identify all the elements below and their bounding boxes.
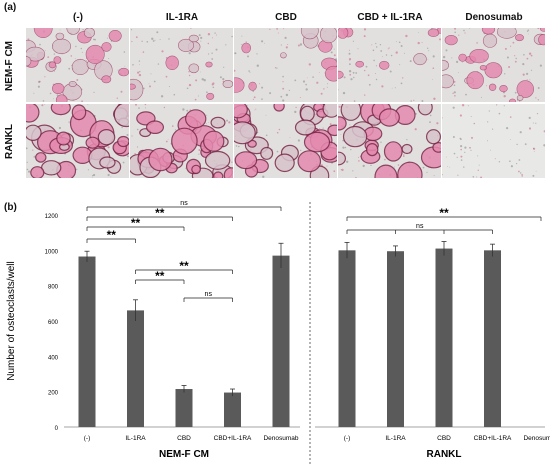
micrograph-tile — [130, 28, 233, 102]
bar — [127, 310, 144, 427]
micrograph-tile — [442, 28, 545, 102]
significance-label: ns — [180, 200, 188, 207]
micrograph-tile — [130, 104, 233, 178]
bar — [175, 389, 193, 427]
micrograph-tile — [26, 28, 129, 102]
y-tick-label: 0 — [55, 426, 59, 432]
y-tick-label: 600 — [48, 320, 59, 326]
micrograph-tile — [338, 104, 441, 178]
x-tick-label: CBD+IL-1RA — [214, 435, 252, 442]
significance-label: ns — [205, 291, 213, 298]
row-header-nem-f-cm: NEM-F CM — [4, 41, 15, 91]
column-header-control: (-) — [73, 12, 83, 23]
y-tick-label: 1200 — [45, 214, 59, 220]
y-axis-label: Number of osteoclasts/well — [6, 261, 17, 381]
x-tick-label: CBD — [177, 435, 191, 442]
row-header-rankl: RANKL — [4, 124, 15, 160]
y-tick-label: 200 — [48, 391, 59, 397]
micrograph-tile — [338, 28, 441, 102]
panel-b-label: (b) — [4, 202, 17, 213]
significance-label: ** — [155, 206, 165, 220]
bar — [435, 248, 453, 427]
bar — [484, 250, 501, 427]
x-tick-label: (-) — [344, 435, 351, 442]
micrograph-tile — [234, 28, 337, 102]
x-tick-label: (-) — [84, 435, 91, 442]
significance-label: ** — [439, 206, 449, 220]
column-header-cbd: CBD — [275, 12, 297, 23]
micrograph-tile — [442, 104, 545, 178]
group-label: RANKL — [427, 449, 462, 460]
bar — [224, 392, 241, 427]
y-tick-label: 400 — [48, 355, 59, 361]
bar — [272, 255, 290, 427]
x-tick-label: IL-1RA — [125, 435, 146, 442]
osteoclast-bar-chart: Number of osteoclasts/well 0 200 400 600 800 1… — [6, 200, 550, 464]
x-tick-label: Denosumab — [263, 435, 298, 442]
x-tick-label: CBD+IL-1RA — [474, 435, 512, 442]
group-label: NEM-F CM — [159, 449, 209, 460]
significance-label: ** — [155, 269, 165, 283]
column-header-cbd-il1ra: CBD + IL-1RA — [357, 12, 423, 23]
y-tick-label: 1000 — [45, 249, 59, 255]
significance-label: ** — [179, 259, 189, 273]
panel-a-label: (a) — [4, 2, 17, 13]
x-tick-label: CBD — [437, 435, 451, 442]
significance-label: ns — [416, 223, 424, 230]
column-header-il1ra: IL-1RA — [165, 12, 199, 23]
x-tick-label: IL-1RA — [385, 435, 406, 442]
x-tick-label: Denosumab — [523, 435, 550, 442]
micrograph-tile — [234, 104, 337, 178]
bar — [78, 256, 96, 427]
micrograph-tile — [26, 104, 129, 178]
bar — [338, 250, 356, 427]
bar — [387, 251, 404, 427]
y-tick-label: 800 — [48, 285, 59, 291]
column-header-denosumab: Denosumab — [465, 12, 523, 23]
significance-label: ** — [131, 216, 141, 230]
significance-label: ** — [107, 228, 117, 242]
